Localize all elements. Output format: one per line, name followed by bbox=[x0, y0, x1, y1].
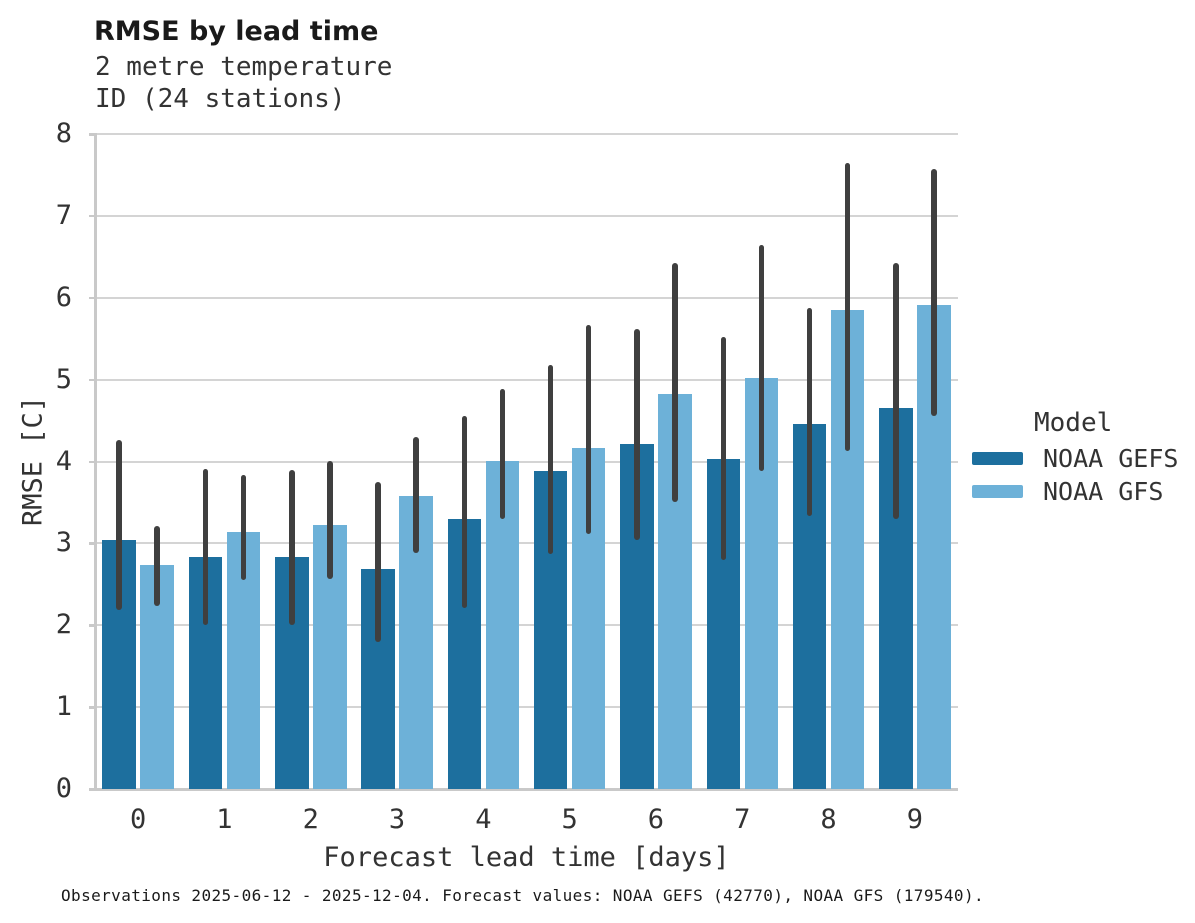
gridline-y-6 bbox=[95, 296, 958, 299]
error-bar-noaa-gfs-day-0 bbox=[154, 526, 160, 606]
gridline-y-1 bbox=[95, 706, 958, 709]
y-tick-mark-7 bbox=[89, 214, 97, 218]
plot-area bbox=[92, 133, 958, 791]
y-tick-mark-3 bbox=[89, 542, 97, 545]
x-tick-label-1: 1 bbox=[216, 804, 233, 835]
x-axis-label: Forecast lead time [days] bbox=[323, 842, 730, 873]
y-tick-label-2: 2 bbox=[55, 609, 72, 641]
error-bar-noaa-gfs-day-4 bbox=[499, 389, 506, 519]
error-bar-noaa-gefs-day-5 bbox=[547, 364, 554, 554]
y-tick-mark-5 bbox=[89, 378, 97, 382]
error-bar-noaa-gfs-day-6 bbox=[672, 263, 678, 503]
error-bar-noaa-gefs-day-1 bbox=[202, 468, 209, 626]
legend-item-noaa-gefs: NOAA GEFS bbox=[972, 443, 1179, 473]
error-bar-noaa-gefs-day-2 bbox=[289, 469, 295, 626]
y-tick-mark-0 bbox=[89, 788, 97, 791]
y-tick-label-7: 7 bbox=[55, 199, 72, 231]
y-tick-label-5: 5 bbox=[55, 363, 72, 395]
gridline-y-4 bbox=[95, 460, 958, 463]
error-bar-noaa-gfs-day-3 bbox=[413, 436, 419, 554]
y-tick-mark-1 bbox=[89, 706, 97, 709]
x-tick-label-0: 0 bbox=[130, 804, 147, 835]
legend-item-noaa-gfs: NOAA GFS bbox=[972, 476, 1178, 506]
legend-swatch-noaa-gfs bbox=[972, 484, 1023, 498]
error-bar-noaa-gefs-day-4 bbox=[461, 415, 468, 609]
x-tick-label-2: 2 bbox=[302, 804, 319, 835]
x-tick-label-3: 3 bbox=[388, 804, 406, 835]
y-tick-label-3: 3 bbox=[55, 527, 72, 559]
error-bar-noaa-gefs-day-7 bbox=[720, 337, 726, 560]
error-bar-noaa-gfs-day-2 bbox=[327, 460, 333, 579]
chart-title: RMSE by lead time bbox=[94, 16, 379, 47]
chart-subtitle-variable: 2 metre temperature bbox=[95, 52, 393, 82]
x-axis-spine bbox=[92, 788, 958, 791]
error-bar-noaa-gefs-day-9 bbox=[893, 263, 899, 519]
footnote: Observations 2025-06-12 - 2025-12-04. Fo… bbox=[61, 886, 985, 905]
y-tick-mark-6 bbox=[89, 296, 97, 300]
y-tick-label-8: 8 bbox=[55, 118, 72, 149]
gridline-y-3 bbox=[95, 542, 958, 545]
error-bar-noaa-gefs-day-8 bbox=[806, 308, 813, 517]
error-bar-noaa-gfs-day-1 bbox=[240, 475, 247, 581]
chart-subtitle-region: ID (24 stations) bbox=[95, 84, 346, 114]
x-tick-label-9: 9 bbox=[906, 804, 923, 835]
y-tick-mark-4 bbox=[89, 460, 97, 463]
y-tick-mark-8 bbox=[89, 133, 97, 136]
y-tick-label-0: 0 bbox=[55, 773, 72, 804]
gridline-y-2 bbox=[95, 624, 958, 627]
x-tick-label-8: 8 bbox=[820, 804, 837, 835]
x-tick-label-7: 7 bbox=[734, 804, 751, 835]
gridline-y-8 bbox=[95, 133, 958, 135]
error-bar-noaa-gefs-day-0 bbox=[116, 440, 122, 610]
y-tick-label-6: 6 bbox=[55, 281, 72, 313]
error-bar-noaa-gfs-day-5 bbox=[585, 324, 592, 534]
error-bar-noaa-gfs-day-8 bbox=[844, 162, 851, 451]
legend: Model NOAA GEFS NOAA GFS bbox=[972, 408, 1178, 512]
gridline-y-7 bbox=[95, 214, 958, 217]
error-bar-noaa-gefs-day-3 bbox=[375, 481, 381, 642]
y-tick-label-1: 1 bbox=[55, 691, 72, 723]
legend-swatch-noaa-gefs bbox=[972, 451, 1023, 465]
x-tick-label-5: 5 bbox=[561, 804, 578, 835]
error-bar-noaa-gfs-day-7 bbox=[758, 244, 764, 471]
gridline-y-5 bbox=[95, 378, 958, 381]
y-tick-mark-2 bbox=[89, 624, 97, 627]
legend-label-noaa-gfs: NOAA GFS bbox=[1043, 476, 1164, 506]
error-bar-noaa-gefs-day-6 bbox=[634, 328, 640, 541]
x-tick-label-6: 6 bbox=[647, 804, 665, 835]
y-tick-label-4: 4 bbox=[55, 445, 72, 477]
legend-title: Model bbox=[1034, 408, 1113, 438]
legend-label-noaa-gefs: NOAA GEFS bbox=[1043, 443, 1179, 473]
x-tick-label-4: 4 bbox=[475, 804, 492, 835]
error-bar-noaa-gfs-day-9 bbox=[931, 169, 937, 417]
